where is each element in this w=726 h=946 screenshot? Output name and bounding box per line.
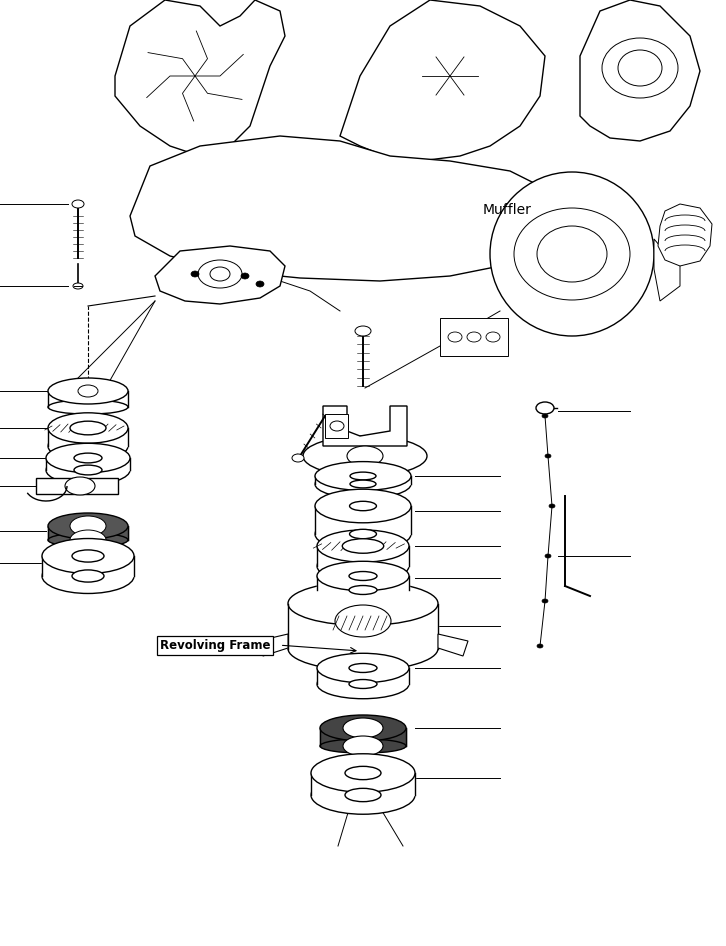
Ellipse shape (317, 561, 409, 590)
Ellipse shape (191, 271, 199, 277)
Ellipse shape (345, 788, 381, 801)
Ellipse shape (317, 530, 409, 562)
Ellipse shape (315, 489, 411, 523)
Ellipse shape (486, 332, 500, 342)
Ellipse shape (48, 513, 128, 539)
Ellipse shape (72, 569, 104, 582)
Ellipse shape (48, 430, 128, 462)
Ellipse shape (72, 200, 84, 208)
Ellipse shape (345, 774, 381, 792)
Ellipse shape (317, 654, 409, 683)
Ellipse shape (256, 281, 264, 287)
Ellipse shape (303, 436, 427, 476)
Ellipse shape (350, 472, 376, 480)
Ellipse shape (320, 715, 406, 741)
Ellipse shape (70, 530, 106, 550)
Ellipse shape (70, 516, 106, 536)
Ellipse shape (536, 402, 554, 414)
Ellipse shape (349, 571, 377, 581)
Ellipse shape (315, 462, 411, 490)
Ellipse shape (46, 444, 130, 473)
Bar (440, 318, 508, 356)
Ellipse shape (545, 454, 551, 458)
Polygon shape (36, 478, 118, 494)
Ellipse shape (467, 332, 481, 342)
Ellipse shape (537, 644, 543, 648)
Ellipse shape (73, 283, 83, 289)
Ellipse shape (330, 421, 344, 431)
Ellipse shape (48, 400, 128, 414)
Ellipse shape (198, 260, 242, 288)
Ellipse shape (72, 550, 104, 562)
Ellipse shape (42, 558, 134, 593)
Ellipse shape (355, 326, 371, 336)
Ellipse shape (545, 554, 551, 558)
Ellipse shape (343, 718, 383, 738)
Ellipse shape (350, 481, 376, 488)
Ellipse shape (342, 539, 384, 553)
Ellipse shape (65, 477, 95, 495)
Ellipse shape (349, 586, 377, 594)
Polygon shape (580, 0, 700, 141)
Polygon shape (438, 634, 468, 656)
Ellipse shape (292, 454, 304, 462)
Ellipse shape (542, 414, 548, 418)
Ellipse shape (448, 332, 462, 342)
Ellipse shape (46, 455, 130, 484)
Ellipse shape (542, 599, 548, 603)
Circle shape (490, 172, 654, 336)
Ellipse shape (317, 550, 409, 582)
Ellipse shape (349, 679, 377, 689)
Ellipse shape (315, 517, 411, 551)
Ellipse shape (48, 378, 128, 404)
Ellipse shape (353, 471, 373, 481)
Ellipse shape (317, 575, 409, 604)
Ellipse shape (241, 273, 249, 279)
Polygon shape (155, 246, 285, 304)
Ellipse shape (320, 739, 406, 753)
Polygon shape (654, 231, 680, 301)
Text: Muffler: Muffler (483, 203, 531, 217)
Ellipse shape (514, 208, 630, 300)
Text: Revolving Frame: Revolving Frame (160, 639, 270, 652)
Polygon shape (323, 406, 407, 446)
Ellipse shape (349, 663, 377, 673)
Ellipse shape (74, 559, 102, 573)
Ellipse shape (42, 538, 134, 573)
Ellipse shape (288, 582, 438, 625)
Ellipse shape (74, 453, 102, 463)
Ellipse shape (48, 533, 128, 547)
Ellipse shape (349, 501, 377, 511)
Ellipse shape (347, 446, 383, 466)
Ellipse shape (311, 776, 415, 815)
Polygon shape (130, 136, 560, 281)
Ellipse shape (78, 385, 98, 397)
Ellipse shape (48, 412, 128, 443)
Ellipse shape (343, 736, 383, 756)
Bar (325, 414, 348, 438)
Ellipse shape (70, 421, 106, 435)
Ellipse shape (317, 669, 409, 699)
Polygon shape (658, 204, 712, 266)
Ellipse shape (345, 766, 381, 780)
Ellipse shape (315, 469, 411, 499)
Ellipse shape (537, 226, 607, 282)
Ellipse shape (349, 530, 377, 538)
Ellipse shape (210, 267, 230, 281)
Ellipse shape (618, 50, 662, 86)
Ellipse shape (549, 504, 555, 508)
Ellipse shape (602, 38, 678, 98)
Ellipse shape (74, 465, 102, 475)
Polygon shape (340, 0, 545, 161)
Polygon shape (115, 0, 285, 156)
Ellipse shape (311, 754, 415, 792)
Ellipse shape (335, 605, 391, 637)
Polygon shape (258, 634, 288, 656)
